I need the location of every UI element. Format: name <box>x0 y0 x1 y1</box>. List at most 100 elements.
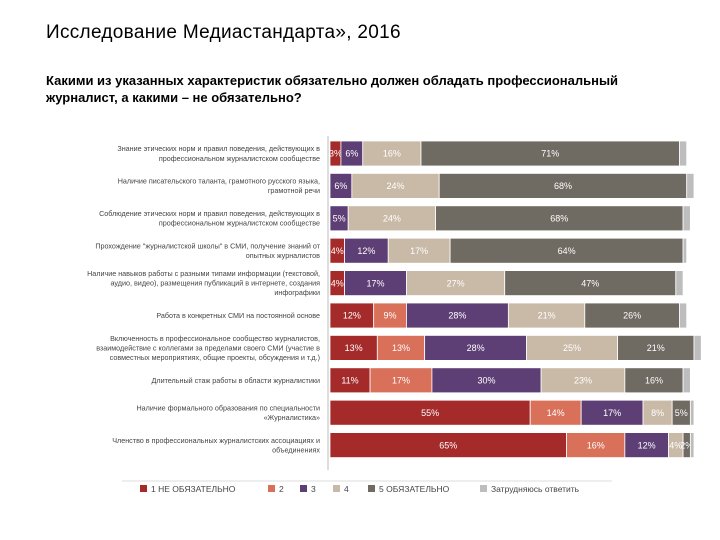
legend-swatch <box>333 485 340 492</box>
data-label: 16% <box>587 440 605 450</box>
bar-segment <box>504 270 677 297</box>
data-label: 13% <box>345 343 363 353</box>
legend-swatch <box>268 485 275 492</box>
legend-swatch <box>480 485 487 492</box>
data-label: 23% <box>574 376 592 386</box>
bar-segment <box>376 334 426 361</box>
data-label: 6% <box>334 181 347 191</box>
bar-segment <box>689 399 695 426</box>
bar-segment <box>540 367 626 394</box>
data-label: 28% <box>467 343 485 353</box>
bar-segment <box>329 367 371 394</box>
legend-label: 4 <box>344 484 349 494</box>
legend-label: 2 <box>279 484 284 494</box>
bar-segment <box>387 237 451 264</box>
category-label: Включенность в профессиональное сообщест… <box>110 334 320 343</box>
data-label: 4% <box>331 278 344 288</box>
data-label: 12% <box>343 311 361 321</box>
category-label: взаимодействие с коллегами за пределами … <box>96 343 320 352</box>
bar-segment <box>507 302 586 329</box>
bar-segments: 3% 6% 16% 71%6% 24% 68%5% 24% 68%4% 12% 17% 64%4% 1… <box>329 140 702 459</box>
category-label: грамотной речи <box>268 186 320 195</box>
bar-segment <box>617 334 695 361</box>
bar-segment <box>420 140 680 167</box>
data-label: 25% <box>563 343 581 353</box>
data-label: 21% <box>538 311 556 321</box>
legend-label: 3 <box>311 484 316 494</box>
data-label: 27% <box>447 278 465 288</box>
data-label: 11% <box>341 376 358 386</box>
data-label: 17% <box>603 408 621 418</box>
bar-segment <box>329 334 378 361</box>
bar-segment <box>344 270 407 297</box>
bar-segment <box>438 172 688 199</box>
bar-segment <box>682 205 691 232</box>
data-label: 68% <box>554 181 572 191</box>
category-label: Наличие писательского таланта, грамотног… <box>118 177 320 186</box>
category-label: инфографики <box>274 288 320 297</box>
bar-segment <box>686 172 695 199</box>
bar-segment <box>435 205 684 232</box>
legend-label: Затрудняюсь ответить <box>491 484 580 494</box>
bar-segment <box>580 399 644 426</box>
data-label: 30% <box>478 376 496 386</box>
bar-segment <box>449 237 684 264</box>
category-labels: Знание этических норм и правил поведения… <box>87 144 321 454</box>
survey-question: Какими из указанных характеристик обязат… <box>46 73 619 105</box>
legend-swatch <box>140 485 147 492</box>
data-label: 71% <box>541 149 559 159</box>
data-label: 12% <box>638 440 656 450</box>
data-label: 17% <box>392 376 410 386</box>
data-label: 55% <box>421 408 439 418</box>
data-label: 3% <box>329 149 342 159</box>
category-label: Соблюдение этических норм и правил повед… <box>99 209 320 218</box>
bar-segment <box>362 140 422 167</box>
category-label: совместных мероприятиях, общие проекты, … <box>110 353 320 362</box>
data-label: 5% <box>333 214 346 224</box>
bar-segment <box>624 432 669 459</box>
data-label: 16% <box>383 149 401 159</box>
category-label: профессиональном журналистском сообществ… <box>159 219 320 228</box>
legend-swatch <box>368 485 375 492</box>
bar-segment <box>329 399 531 426</box>
bar-segment <box>566 432 626 459</box>
bar-segment <box>329 302 375 329</box>
data-label: 16% <box>645 376 663 386</box>
data-label: 24% <box>387 181 405 191</box>
category-label: Длительный стаж работы в области журнали… <box>152 376 320 385</box>
data-label: 4% <box>331 246 344 256</box>
bar-segment <box>373 302 407 329</box>
bar-segment <box>329 432 568 459</box>
bar-segment <box>675 270 684 297</box>
category-label: Наличие формального образования по специ… <box>136 403 320 412</box>
legend-label: 1 НЕ ОБЯЗАТЕЛЬНО <box>151 484 236 494</box>
bar-segment <box>529 399 582 426</box>
bar-segment <box>682 237 688 264</box>
data-label: 65% <box>439 440 457 450</box>
category-label: объединениях <box>272 445 320 454</box>
data-label: 5% <box>675 408 688 418</box>
bar-segment <box>682 367 691 394</box>
legend-label: 5 ОБЯЗАТЕЛЬНО <box>379 484 450 494</box>
data-label: 6% <box>345 149 358 159</box>
data-label: 2% <box>680 440 693 450</box>
category-label: Членство в профессиональных журналистски… <box>112 436 320 445</box>
bar-segment <box>406 302 509 329</box>
bar-segment <box>351 172 440 199</box>
data-label: 24% <box>383 214 401 224</box>
bar-segment <box>679 140 688 167</box>
category-label: Знание этических норм и правил поведения… <box>117 144 320 153</box>
bar-segment <box>344 237 389 264</box>
category-label: профессиональном журналистском сообществ… <box>159 154 320 163</box>
bar-segment <box>693 334 702 361</box>
data-label: 68% <box>550 214 568 224</box>
bar-segment <box>347 205 436 232</box>
data-label: 47% <box>581 278 599 288</box>
slide-title: Исследование Медиастандарта», 2016 <box>46 22 401 43</box>
bar-segment <box>679 302 688 329</box>
bar-segment <box>642 399 673 426</box>
category-label: «Журналистика» <box>264 413 320 422</box>
category-label: Наличие навыков работы с разными типами … <box>87 269 320 278</box>
data-label: 21% <box>647 343 665 353</box>
